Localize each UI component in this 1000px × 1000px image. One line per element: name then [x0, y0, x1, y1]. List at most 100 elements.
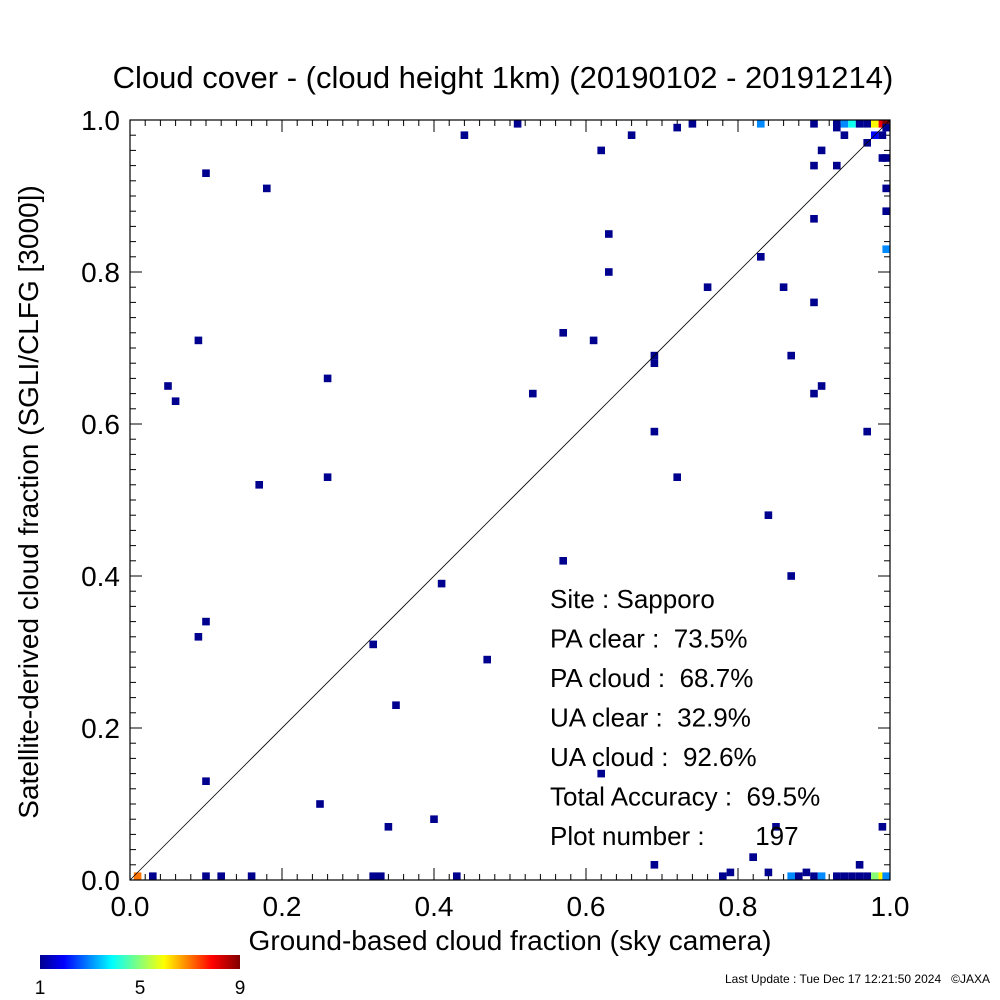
data-cell	[263, 184, 271, 193]
data-cell	[787, 572, 795, 580]
data-cell	[392, 701, 400, 709]
data-cell	[878, 131, 887, 139]
y-tick-label: 0.0	[81, 865, 120, 896]
colorbar-label: 9	[235, 978, 246, 999]
data-cell	[817, 872, 826, 880]
data-cell	[810, 389, 818, 398]
data-cell	[810, 161, 818, 170]
data-cell	[878, 120, 887, 128]
data-cell	[650, 427, 659, 436]
data-cell	[377, 872, 385, 880]
last-update: Last Update : Tue Dec 17 12:21:50 2024	[725, 972, 941, 986]
data-cell	[855, 120, 864, 128]
data-cell	[882, 184, 890, 193]
one-to-one-line	[129, 119, 891, 881]
colorbar-label: 1	[35, 978, 46, 999]
x-tick-label: 0.4	[415, 891, 454, 922]
data-cell	[787, 872, 795, 880]
data-cell	[882, 207, 890, 215]
data-cell	[810, 872, 818, 880]
data-cell	[133, 872, 142, 880]
data-cell	[453, 872, 461, 880]
data-cell	[460, 131, 469, 139]
data-cell	[764, 511, 773, 519]
data-cell	[323, 473, 332, 481]
data-cell	[483, 655, 491, 664]
data-cell	[848, 120, 856, 128]
data-cell	[810, 120, 818, 128]
data-cell	[779, 283, 788, 291]
data-cell	[882, 123, 890, 132]
y-tick-label: 0.8	[81, 257, 120, 288]
data-cell	[855, 861, 864, 869]
data-cell	[323, 374, 332, 383]
data-cell	[878, 872, 887, 880]
data-cell	[787, 351, 795, 360]
stat-line: PA cloud : 68.7%	[550, 663, 753, 693]
data-cell	[673, 473, 681, 481]
data-cell	[384, 823, 393, 831]
y-tick-label: 1.0	[81, 105, 120, 136]
data-cell	[840, 120, 849, 128]
data-cell	[772, 823, 780, 831]
data-cell	[840, 872, 849, 880]
data-cell	[202, 617, 210, 626]
data-cell	[559, 329, 567, 337]
data-cell	[855, 872, 864, 880]
data-cell	[810, 215, 818, 223]
data-cell	[255, 481, 263, 489]
data-cell	[589, 336, 598, 345]
data-cell	[605, 230, 613, 238]
data-cell	[605, 268, 613, 276]
data-cell	[810, 298, 818, 307]
y-tick-label: 0.6	[81, 409, 120, 440]
data-cell	[513, 120, 522, 128]
data-cell	[833, 161, 841, 170]
data-cell	[840, 131, 849, 139]
data-cell	[194, 633, 203, 641]
stat-line: UA cloud : 92.6%	[550, 742, 757, 772]
data-cell	[802, 868, 811, 877]
data-cell	[688, 120, 697, 128]
data-cell	[878, 823, 887, 831]
data-cell	[882, 154, 890, 162]
data-cell	[817, 382, 826, 390]
data-cell	[164, 382, 172, 390]
stats-panel: Site : Sapporo PA clear : 73.5% PA cloud :…	[550, 584, 820, 851]
colorbar	[40, 955, 240, 969]
stat-line: PA clear : 73.5%	[550, 624, 748, 654]
data-cell	[597, 769, 605, 778]
data-cell	[833, 872, 841, 880]
data-cell	[202, 777, 210, 785]
data-cell	[863, 427, 871, 436]
data-cells	[133, 120, 890, 880]
data-cell	[863, 872, 871, 880]
data-cell	[202, 169, 210, 177]
copyright: ©JAXA	[951, 972, 990, 986]
data-cell	[559, 557, 567, 565]
y-tick-label: 0.2	[81, 713, 120, 744]
data-cell	[673, 123, 681, 132]
data-cell	[171, 397, 180, 405]
data-cell	[194, 336, 203, 345]
data-cell	[817, 146, 826, 155]
chart-title: Cloud cover - (cloud height 1km) (201901…	[113, 60, 894, 95]
data-cell	[757, 120, 765, 128]
data-cell	[430, 815, 438, 823]
data-cell	[529, 389, 537, 398]
y-tick-label: 0.4	[81, 561, 120, 592]
x-tick-labels: 0.0 0.2 0.4 0.6 0.8 1.0	[111, 891, 910, 922]
data-cell	[848, 872, 856, 880]
y-tick-labels: 0.0 0.2 0.4 0.6 0.8 1.0	[81, 105, 120, 896]
data-cell	[247, 872, 256, 880]
y-axis-title: Satellite-derived cloud fraction (SGLI/C…	[13, 185, 44, 818]
data-cell	[719, 872, 727, 880]
stat-line: UA clear : 32.9%	[550, 703, 751, 733]
data-cell	[437, 579, 446, 588]
stat-line: Site : Sapporo	[550, 584, 715, 614]
data-cell	[650, 861, 659, 869]
data-cell	[369, 640, 377, 649]
data-cell	[650, 359, 659, 367]
stat-line: Total Accuracy : 69.5%	[550, 782, 820, 812]
